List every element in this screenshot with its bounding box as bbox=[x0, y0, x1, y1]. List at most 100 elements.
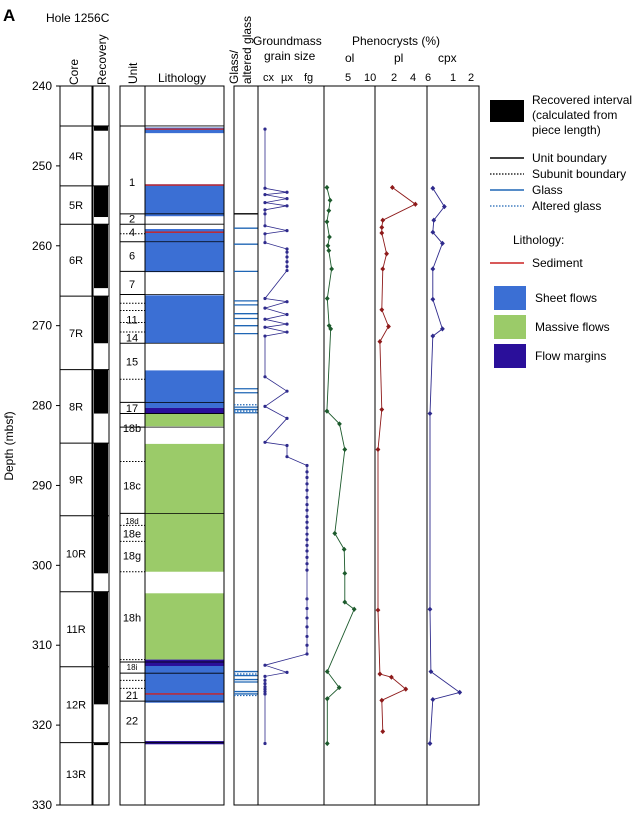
glass-column-frame bbox=[233, 85, 259, 806]
pl-point bbox=[377, 339, 383, 345]
grain-tick-ux: µx bbox=[281, 72, 293, 84]
hole-label: Hole 1256C bbox=[46, 11, 110, 25]
legend-recovered-swatch bbox=[490, 100, 524, 122]
legend-sheet-flows: Sheet flows bbox=[535, 291, 597, 305]
recovery-header: Recovery bbox=[95, 34, 109, 85]
core-label: 12R bbox=[66, 700, 86, 712]
grain-size-point bbox=[285, 455, 289, 459]
lithology-interval-massive bbox=[145, 593, 224, 660]
grain-size-point bbox=[285, 322, 289, 326]
legend-sediment: Sediment bbox=[532, 256, 583, 270]
pl-point bbox=[375, 607, 381, 613]
cpx-tick-1: 1 bbox=[450, 72, 456, 84]
ol-point bbox=[324, 668, 330, 675]
core-column-frame bbox=[59, 85, 93, 806]
glass-header-line2: altered glass bbox=[240, 16, 254, 84]
grain-size-point bbox=[285, 255, 289, 259]
ol-point bbox=[324, 219, 330, 225]
grain-size-point bbox=[305, 508, 309, 512]
legend-massive-flows: Massive flows bbox=[535, 320, 610, 334]
lithology-interval-margin bbox=[145, 407, 224, 414]
grain-size-point bbox=[263, 674, 267, 678]
grain-size-point bbox=[305, 488, 309, 492]
cpx-point bbox=[441, 204, 447, 210]
grain-size-point bbox=[305, 503, 309, 507]
depth-tick-label: 290 bbox=[32, 478, 52, 492]
core-label: 11R bbox=[66, 624, 85, 636]
grain-size-point bbox=[285, 190, 289, 194]
recovered-interval bbox=[94, 125, 108, 131]
ol-series-line bbox=[326, 187, 355, 744]
cpx-tick-2: 2 bbox=[468, 72, 474, 84]
cpx-point bbox=[440, 240, 445, 246]
recovered-interval bbox=[94, 443, 108, 574]
grain-size-column bbox=[257, 85, 325, 806]
lithology-interval-sheet bbox=[145, 184, 224, 217]
grain-size-point bbox=[263, 296, 267, 301]
cpx-point bbox=[431, 217, 437, 223]
grain-size-point bbox=[263, 687, 267, 691]
cpx-point bbox=[430, 333, 436, 339]
pl-point bbox=[377, 671, 383, 677]
legend-margin-swatch bbox=[494, 344, 526, 368]
grain-size-point bbox=[285, 389, 289, 393]
ol-point bbox=[351, 606, 357, 612]
unit-label: 7 bbox=[129, 279, 135, 291]
grain-size-point bbox=[263, 240, 267, 245]
cpx-point bbox=[457, 689, 463, 695]
unit-label: 18i bbox=[127, 663, 138, 672]
grain-size-point bbox=[305, 568, 309, 572]
grain-size-point bbox=[305, 606, 309, 611]
grain-size-point bbox=[285, 197, 289, 201]
grain-tick-cx: cx bbox=[263, 72, 275, 84]
cpx-tick-6: 6 bbox=[425, 72, 431, 84]
recovered-interval bbox=[94, 369, 108, 414]
glass-column bbox=[233, 85, 259, 806]
grain-size-point bbox=[263, 208, 267, 212]
core-label: 6R bbox=[69, 255, 83, 267]
grain-size-point bbox=[305, 463, 309, 468]
grain-size-point bbox=[305, 549, 309, 553]
core-label: 9R bbox=[69, 474, 83, 486]
recovery-column-frame bbox=[92, 85, 110, 806]
grain-size-point bbox=[285, 264, 289, 269]
cpx-point bbox=[430, 229, 436, 235]
pl-point bbox=[403, 686, 409, 692]
grain-tick-fg: fg bbox=[304, 72, 313, 84]
ol-point bbox=[342, 446, 348, 453]
grain-size-point bbox=[263, 306, 267, 310]
recovered-interval bbox=[94, 296, 108, 344]
pl-point bbox=[384, 251, 389, 257]
depth-tick-label: 270 bbox=[32, 319, 52, 333]
legend-massive-swatch bbox=[494, 315, 526, 339]
grain-size-point bbox=[285, 204, 289, 208]
ol-point bbox=[342, 599, 348, 605]
depth-axis: 240 250 260 270 280 290 300 310 320 330 bbox=[32, 79, 60, 812]
core-label: 13R bbox=[66, 769, 86, 781]
unit-label: 14 bbox=[126, 333, 138, 345]
grain-size-point bbox=[263, 440, 267, 444]
depth-tick-label: 250 bbox=[32, 159, 52, 173]
pl-point bbox=[386, 323, 391, 330]
depth-tick-label: 320 bbox=[32, 718, 52, 732]
grain-size-point bbox=[263, 663, 267, 667]
pl-point bbox=[380, 728, 386, 735]
recovered-interval bbox=[94, 591, 108, 705]
grain-size-point bbox=[305, 520, 309, 524]
ol-point bbox=[337, 421, 342, 427]
lithology-header: Lithology bbox=[158, 71, 206, 85]
pl-point bbox=[379, 230, 385, 236]
ol-point bbox=[324, 740, 330, 747]
unit-label: 18d bbox=[125, 517, 138, 526]
glass-header-line1: Glass/ bbox=[227, 49, 241, 84]
legend-lithology-title: Lithology: bbox=[513, 233, 564, 247]
lithology-interval-sheet bbox=[145, 127, 224, 134]
pl-point bbox=[379, 224, 385, 231]
grain-size-point bbox=[263, 681, 267, 686]
ol-point bbox=[341, 546, 347, 552]
grain-size-point bbox=[285, 312, 289, 317]
depth-tick-label: 310 bbox=[32, 638, 52, 652]
cpx-point bbox=[427, 410, 433, 417]
legend-subunit-boundary: Subunit boundary bbox=[532, 167, 626, 181]
